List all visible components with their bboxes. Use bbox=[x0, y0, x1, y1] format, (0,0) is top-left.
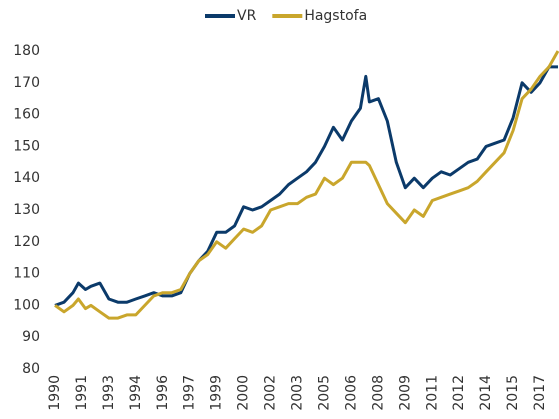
x-tick-label: 1990 bbox=[47, 375, 63, 411]
x-tick-label: 2009 bbox=[397, 375, 413, 411]
y-tick-label: 140 bbox=[13, 170, 40, 186]
x-tick-label: 2012 bbox=[451, 375, 467, 411]
line-1 bbox=[54, 50, 559, 320]
y-tick-label: 130 bbox=[13, 202, 40, 218]
y-tick-label: 150 bbox=[13, 138, 40, 154]
x-tick-label: 2014 bbox=[478, 375, 494, 411]
y-tick-label: 80 bbox=[22, 361, 40, 377]
x-tick-label: 1996 bbox=[155, 375, 171, 411]
x-tick-label: 2015 bbox=[505, 375, 521, 411]
x-tick-label: 2003 bbox=[290, 375, 306, 411]
legend-label: Hagstofa bbox=[304, 8, 367, 24]
y-tick-label: 100 bbox=[13, 297, 40, 313]
x-tick-label: 2000 bbox=[236, 375, 252, 411]
legend-label: VR bbox=[237, 8, 257, 24]
y-tick-label: 170 bbox=[13, 75, 40, 91]
x-tick-label: 1999 bbox=[209, 375, 225, 411]
x-tick-label: 2017 bbox=[532, 375, 548, 411]
x-tick-label: 1994 bbox=[128, 375, 144, 411]
x-tick-label: 2006 bbox=[343, 375, 359, 411]
x-tick-label: 1993 bbox=[101, 375, 117, 411]
y-tick-label: 180 bbox=[13, 43, 40, 59]
y-tick-label: 90 bbox=[22, 329, 40, 345]
x-tick-label: 1997 bbox=[182, 375, 198, 411]
x-tick-label: 2008 bbox=[370, 375, 386, 411]
x-tick-label: 2002 bbox=[263, 375, 279, 411]
line-0 bbox=[54, 65, 558, 307]
y-tick-label: 120 bbox=[13, 234, 40, 250]
x-tick-label: 2011 bbox=[424, 375, 440, 411]
x-tick-label: 1991 bbox=[74, 375, 90, 411]
x-tick-label: 2005 bbox=[316, 375, 332, 411]
y-tick-label: 160 bbox=[13, 107, 40, 123]
y-tick-label: 110 bbox=[13, 266, 40, 282]
